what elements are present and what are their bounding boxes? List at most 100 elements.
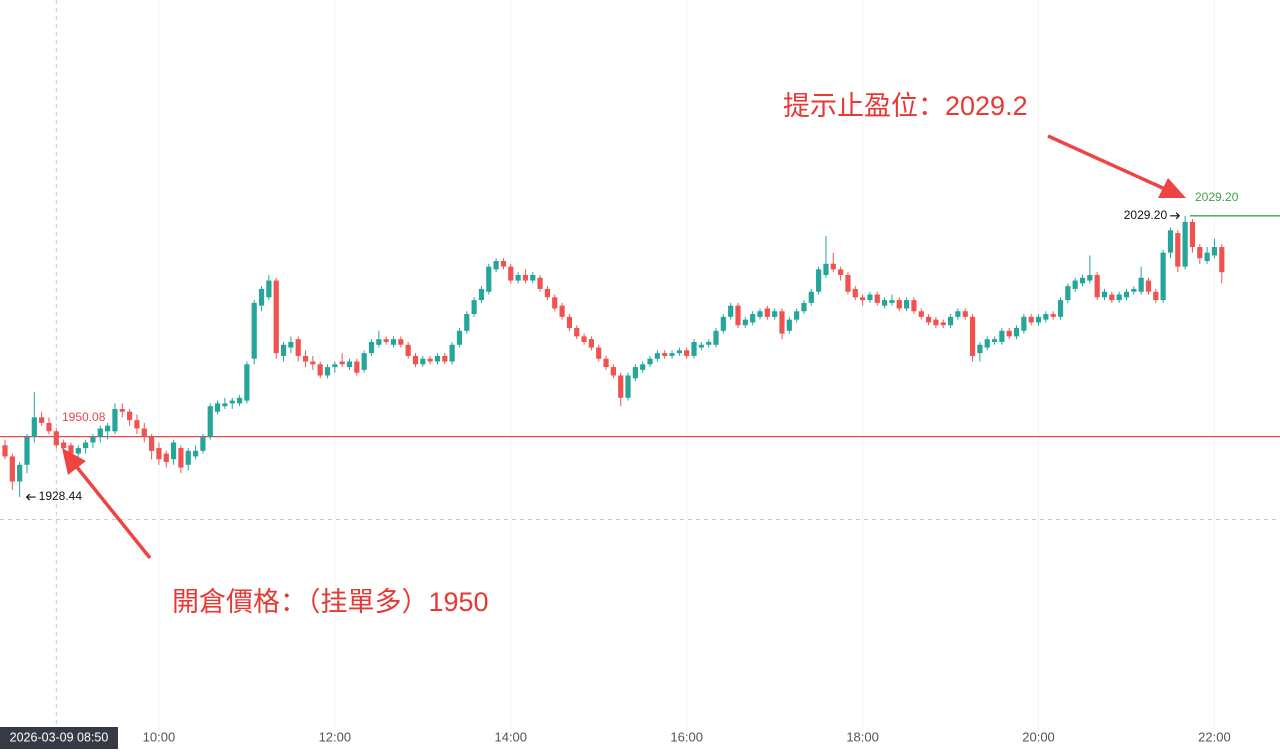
candle-body: [141, 428, 147, 437]
candle-body: [801, 302, 807, 312]
candle-body: [68, 445, 74, 454]
candles: [2, 215, 1225, 498]
candle-body: [1028, 316, 1034, 323]
labels: 1950.08 2029.20 1928.44 2029.20: [25, 190, 1239, 503]
candle-body: [728, 305, 734, 317]
candle-body: [83, 442, 89, 449]
candle-body: [530, 274, 536, 281]
candle-body: [559, 305, 565, 317]
low-marker-label: 1928.44: [39, 489, 83, 503]
candle-body: [552, 297, 558, 309]
candle-body: [625, 375, 631, 398]
candle-body: [354, 361, 360, 373]
candle-body: [449, 344, 455, 362]
candle-body: [816, 269, 822, 292]
candle-body: [456, 330, 463, 345]
candle-body: [90, 436, 96, 443]
candle-body: [1094, 274, 1100, 298]
candle-body: [1013, 328, 1020, 337]
candle-body: [1160, 252, 1166, 301]
candle-body: [24, 436, 30, 465]
candle-body: [1131, 288, 1137, 292]
x-tick-label: 10:00: [143, 729, 176, 744]
candle-body: [977, 344, 983, 354]
candle-body: [398, 339, 404, 345]
candle-body: [669, 353, 675, 356]
annotation: 提示止盈位：2029.2: [783, 91, 1028, 121]
high-marker-label: 2029.20: [1124, 208, 1168, 222]
candle-body: [156, 448, 162, 460]
candle-body: [317, 364, 323, 376]
annotation-arrows: [62, 134, 1186, 560]
candle-body: [1167, 230, 1174, 253]
candle-body: [258, 288, 265, 306]
candle-body: [830, 263, 836, 270]
candle-body: [860, 297, 866, 301]
candle-body: [684, 350, 690, 356]
candle-body: [610, 367, 616, 376]
candle-body: [39, 417, 45, 423]
candle-body: [1101, 291, 1108, 298]
candle-body: [1079, 277, 1086, 284]
candle-body: [662, 353, 668, 356]
candle-body: [464, 314, 470, 331]
candle-body: [955, 311, 961, 317]
candle-body: [405, 344, 411, 356]
candle-body: [640, 364, 646, 370]
arrow-head: [1158, 178, 1186, 198]
candle-body: [889, 300, 895, 303]
candle-body: [896, 300, 902, 309]
candle-body: [588, 339, 594, 348]
candle-body: [412, 355, 419, 365]
grid: [0, 0, 1280, 730]
candle-body: [192, 450, 199, 457]
candle-body: [735, 305, 741, 326]
candle-body: [706, 341, 712, 345]
candle-body: [1057, 300, 1064, 317]
candle-body: [368, 341, 375, 354]
candle-body: [1006, 330, 1012, 337]
candle-body: [1189, 221, 1196, 248]
take-profit-label: 2029.20: [1195, 190, 1239, 204]
candle-body: [1175, 233, 1181, 267]
candle-body: [911, 300, 917, 312]
candle-body: [742, 319, 748, 326]
candle-body: [779, 311, 785, 334]
candle-body: [214, 403, 221, 412]
price-lines: [0, 215, 1280, 438]
candle-body: [1145, 280, 1152, 292]
candle-body: [698, 344, 704, 348]
candle-body: [1182, 221, 1188, 267]
candle-body: [1204, 252, 1210, 262]
candle-body: [486, 266, 492, 292]
candle-body: [618, 375, 624, 398]
candle-body: [1116, 294, 1122, 301]
candle-body: [324, 367, 331, 376]
candle-body: [236, 397, 243, 404]
candle-body: [493, 261, 499, 270]
candle-body: [1087, 274, 1093, 281]
candle-body: [119, 408, 125, 412]
candle-body: [302, 355, 309, 362]
candle-body: [390, 339, 397, 345]
candle-body: [654, 353, 660, 359]
candle-body: [867, 294, 873, 301]
candle-body: [288, 341, 294, 348]
candle-body: [845, 274, 851, 292]
candle-body: [676, 350, 682, 354]
x-tick-label: 20:00: [1022, 729, 1055, 744]
candle-body: [1021, 316, 1027, 331]
candle-body: [500, 261, 507, 267]
candle-body: [427, 358, 433, 362]
x-tick-label: 18:00: [846, 729, 879, 744]
candle-body: [471, 300, 477, 315]
crosshair-label-box: [0, 727, 118, 749]
annotation: 開倉價格：（挂單多）1950: [172, 587, 489, 617]
candle-body: [603, 358, 609, 368]
candle-body: [1153, 291, 1159, 301]
candle-body: [434, 355, 441, 362]
candle-body: [764, 308, 770, 317]
candle-body: [149, 436, 155, 451]
